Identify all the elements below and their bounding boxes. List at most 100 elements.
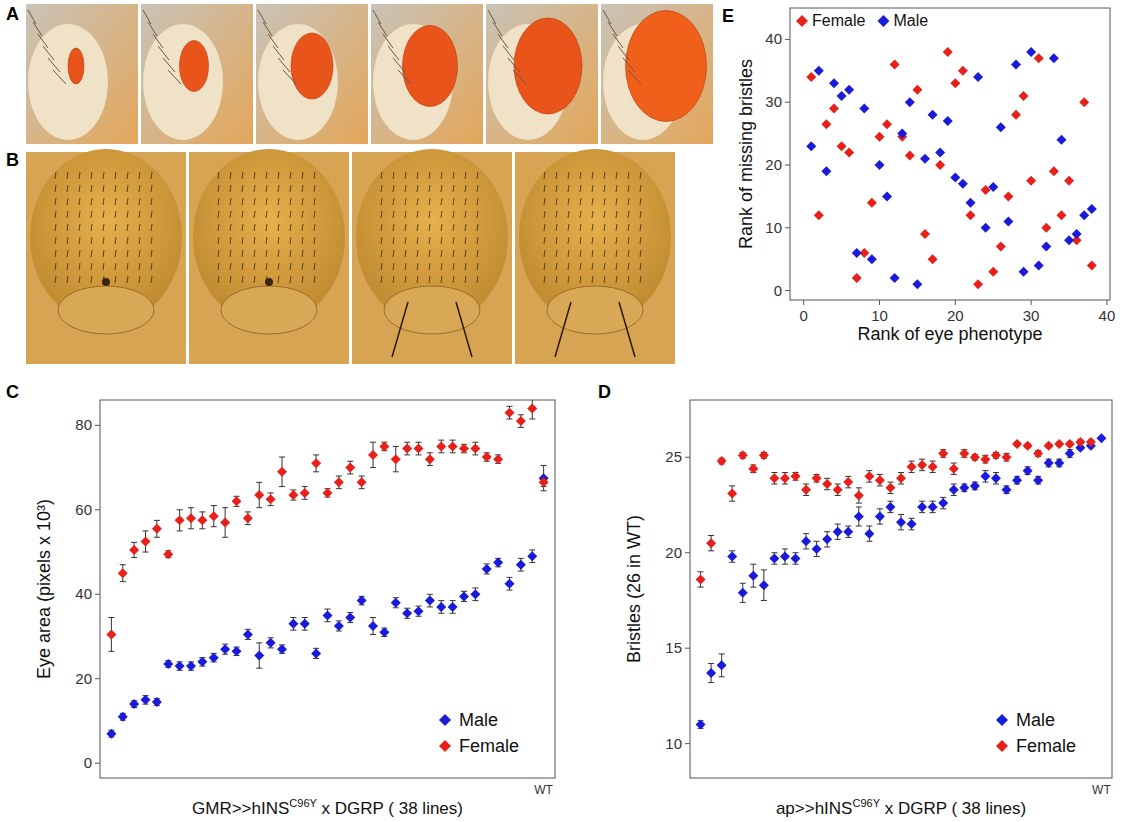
y-tick-label: 30: [765, 93, 782, 110]
error-cap: [188, 507, 194, 508]
error-cap: [761, 569, 767, 570]
error-cap: [450, 613, 456, 614]
microchaete: [115, 224, 116, 231]
point: [141, 695, 151, 705]
microchaete: [580, 224, 581, 231]
error-cap: [131, 557, 137, 558]
point: [448, 602, 458, 612]
bristle: [168, 70, 181, 84]
scar: [265, 278, 273, 286]
point: [311, 648, 321, 658]
point: [129, 699, 139, 709]
y-tick-label: 15: [665, 639, 682, 656]
bristle: [603, 10, 611, 24]
head: [258, 24, 338, 140]
x-tick-label: 0: [799, 307, 807, 324]
microchaete: [254, 198, 255, 205]
point: [814, 66, 824, 76]
microchaete: [103, 198, 104, 205]
scutellum: [384, 286, 480, 334]
error-cap: [803, 548, 809, 549]
error-cap: [708, 535, 714, 536]
bristle: [48, 58, 60, 72]
error-cap: [370, 467, 376, 468]
error-cap: [835, 524, 841, 525]
microchaete: [556, 198, 557, 205]
microchaete: [127, 172, 128, 179]
microchaete: [556, 276, 557, 283]
point: [470, 589, 480, 599]
point: [875, 475, 885, 485]
error-cap: [518, 558, 524, 559]
point: [943, 47, 953, 57]
microchaete: [544, 211, 545, 218]
microchaete: [55, 224, 56, 231]
microchaete: [640, 172, 641, 179]
eye: [514, 18, 582, 114]
y-tick: [685, 457, 690, 458]
error-cap: [793, 564, 799, 565]
microchaete: [429, 237, 430, 244]
point: [288, 619, 298, 629]
microchaete: [580, 276, 581, 283]
microchaete: [640, 237, 641, 244]
microchaete: [417, 172, 418, 179]
point: [949, 485, 959, 495]
microchaete: [218, 211, 219, 218]
error-cap: [120, 564, 126, 565]
microchaete: [91, 263, 92, 270]
microchaete: [55, 185, 56, 192]
bristle: [33, 22, 42, 36]
microchaete: [79, 224, 80, 231]
microchaete: [465, 276, 466, 283]
microchaete: [604, 224, 605, 231]
microchaete: [429, 276, 430, 283]
microchaete: [556, 263, 557, 270]
microchaete: [417, 185, 418, 192]
microchaete: [139, 237, 140, 244]
error-cap: [154, 537, 160, 538]
point: [516, 416, 526, 426]
bristle: [53, 70, 66, 84]
point: [801, 485, 811, 495]
point: [1034, 260, 1044, 270]
microchaete: [568, 250, 569, 257]
y-tick-label: 80: [75, 416, 92, 433]
microchaete: [91, 185, 92, 192]
error-cap: [131, 542, 137, 543]
microchaete: [628, 198, 629, 205]
microchaete: [278, 211, 279, 218]
microchaete: [393, 172, 394, 179]
microchaete: [417, 250, 418, 257]
legend-label: Male: [1016, 710, 1055, 730]
microchaete: [278, 198, 279, 205]
error-cap: [450, 440, 456, 441]
error-cap: [302, 499, 308, 500]
bristle: [283, 70, 296, 84]
microchaete: [67, 237, 68, 244]
microchaete: [103, 172, 104, 179]
head: [28, 24, 108, 140]
y-tick-label: 25: [665, 448, 682, 465]
bristle: [498, 34, 508, 48]
microchaete: [290, 224, 291, 231]
point: [882, 191, 892, 201]
microchaete: [302, 185, 303, 192]
bristle: [383, 34, 393, 48]
error-cap: [222, 537, 228, 538]
panel-letter: E: [722, 6, 734, 26]
error-cap: [438, 613, 444, 614]
eye-photo: [486, 4, 598, 144]
error-cap: [370, 634, 376, 635]
error-cap: [302, 630, 308, 631]
marks: [806, 47, 1097, 289]
error-cap: [866, 526, 872, 527]
microchaete: [127, 237, 128, 244]
point: [696, 574, 706, 584]
legend-marker: [439, 714, 451, 726]
y-tick: [785, 102, 790, 103]
microchaete: [580, 250, 581, 257]
bristle: [555, 302, 571, 357]
point: [928, 254, 938, 264]
microchaete: [151, 172, 152, 179]
